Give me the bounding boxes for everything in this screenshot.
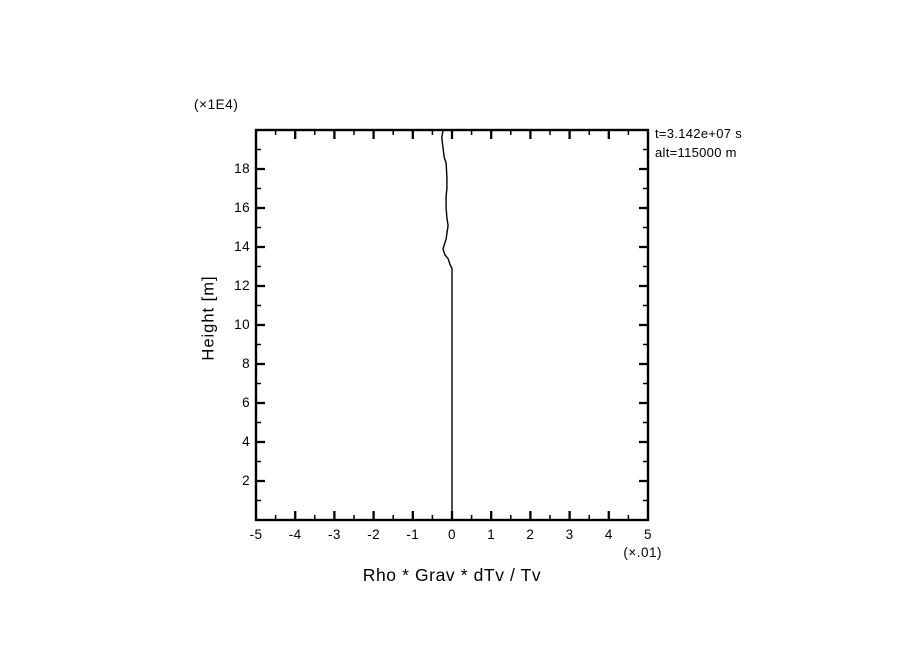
x-axis-scale-label: (×.01) (623, 545, 662, 560)
x-tick-label: 4 (604, 527, 613, 542)
x-tick-label: 2 (526, 527, 535, 542)
y-tick-label: 2 (242, 473, 250, 488)
y-tick-label: 6 (242, 395, 250, 410)
y-tick-label: 8 (242, 356, 250, 371)
annotation-time: t=3.142e+07 s (655, 126, 743, 141)
x-tick-label: -1 (406, 527, 420, 542)
x-tick-label: -4 (288, 527, 302, 542)
x-tick-label: -2 (367, 527, 380, 542)
x-axis-title: Rho * Grav * dTv / Tv (362, 565, 542, 585)
x-tick-label: 1 (487, 527, 496, 542)
x-tick-label: -3 (327, 527, 341, 542)
x-tick-label: 3 (565, 527, 574, 542)
x-tick-label: 0 (448, 527, 456, 542)
x-tick-label: 5 (644, 527, 652, 542)
y-tick-label: 12 (234, 278, 250, 293)
x-tick-label: -5 (249, 527, 263, 542)
y-tick-label: 18 (234, 161, 250, 176)
y-tick-label: 14 (234, 239, 250, 254)
y-axis-scale-label: (×1E4) (194, 97, 239, 112)
annotation-altitude: alt=115000 m (655, 145, 737, 160)
y-tick-label: 4 (242, 434, 250, 449)
data-line (441, 129, 453, 520)
y-tick-label: 16 (234, 200, 250, 215)
y-tick-label: 10 (234, 317, 250, 332)
